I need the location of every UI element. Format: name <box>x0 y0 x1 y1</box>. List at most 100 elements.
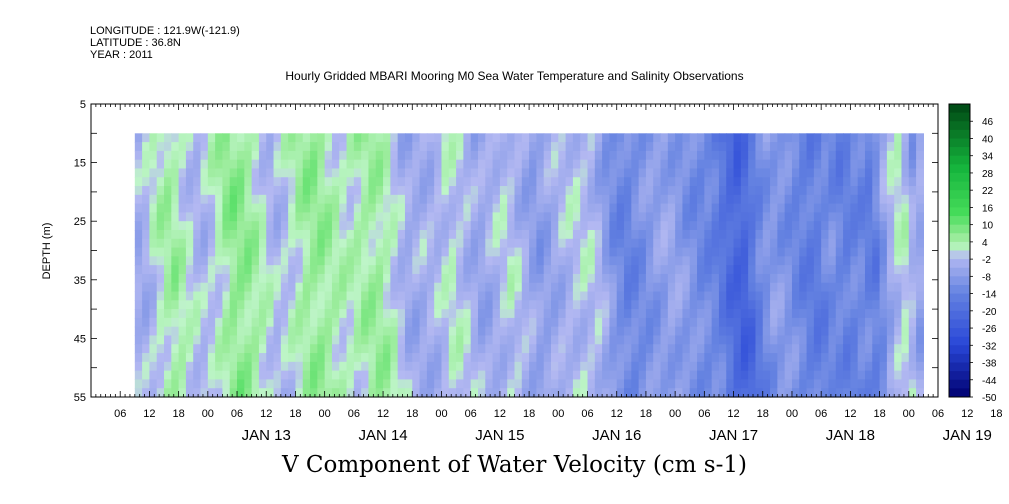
heatmap-cell <box>492 238 501 249</box>
heatmap-cell <box>353 326 362 337</box>
heatmap-cell <box>514 326 523 337</box>
heatmap-cell <box>624 203 632 214</box>
heatmap-cell <box>602 265 611 275</box>
heatmap-cell <box>697 265 705 275</box>
heatmap-cell <box>594 221 603 231</box>
heatmap-cell <box>638 300 647 310</box>
heatmap-cell <box>521 388 530 398</box>
heatmap-cell <box>565 265 574 275</box>
heatmap-cell <box>302 273 311 284</box>
heatmap-cell <box>434 317 443 328</box>
heatmap-cell <box>310 353 318 363</box>
heatmap-cell <box>580 353 589 363</box>
heatmap-cell <box>251 203 260 214</box>
heatmap-cell <box>901 168 910 178</box>
heatmap-cell <box>791 291 800 301</box>
heatmap-cell <box>288 326 297 337</box>
heatmap-cell <box>492 229 501 240</box>
heatmap-cell <box>543 168 552 178</box>
heatmap-cell <box>215 238 224 249</box>
heatmap-cell <box>748 256 757 266</box>
heatmap-cell <box>463 282 472 293</box>
heatmap-cell <box>229 221 238 231</box>
heatmap-cell <box>748 186 757 196</box>
heatmap-cell <box>353 177 362 187</box>
heatmap-cell <box>441 150 450 161</box>
heatmap-cell <box>821 335 830 345</box>
heatmap-cell <box>514 361 523 372</box>
heatmap-cell <box>456 238 464 249</box>
heatmap-cell <box>886 317 895 328</box>
heatmap-cell <box>572 273 581 284</box>
heatmap-cell <box>879 194 888 205</box>
heatmap-cell <box>602 150 611 161</box>
heatmap-cell <box>280 238 289 249</box>
heatmap-cell <box>470 221 479 231</box>
heatmap-cell <box>572 221 581 231</box>
heatmap-cell <box>288 370 297 381</box>
heatmap-cell <box>740 133 749 143</box>
heatmap-cell <box>200 142 209 152</box>
heatmap-cell <box>879 291 888 301</box>
heatmap-cell <box>806 186 815 196</box>
heatmap-cell <box>740 317 749 328</box>
heatmap-cell <box>594 133 603 143</box>
heatmap-cell <box>667 353 676 363</box>
heatmap-cell <box>324 370 333 381</box>
heatmap-cell <box>375 291 384 301</box>
heatmap-cell <box>631 326 640 337</box>
heatmap-cell <box>404 317 413 328</box>
heatmap-cell <box>894 282 903 293</box>
heatmap-cell <box>726 344 735 354</box>
heatmap-cell <box>229 388 238 398</box>
heatmap-cell <box>485 229 494 240</box>
heatmap-cell <box>521 150 530 161</box>
heatmap-cell <box>434 370 443 381</box>
heatmap-cell <box>426 168 435 178</box>
heatmap-cell <box>704 150 713 161</box>
heatmap-cell <box>485 370 494 381</box>
heatmap-cell <box>215 344 224 354</box>
heatmap-cell <box>726 361 735 372</box>
heatmap-cell <box>587 142 596 152</box>
heatmap-cell <box>215 291 224 301</box>
heatmap-cell <box>499 361 508 372</box>
heatmap-cell <box>587 353 596 363</box>
heatmap-cell <box>908 326 917 337</box>
heatmap-cell <box>171 159 180 170</box>
heatmap-cell <box>390 379 399 389</box>
x-hour-tick-label: 12 <box>611 408 623 420</box>
heatmap-cell <box>171 203 180 214</box>
heatmap-cell <box>660 273 669 284</box>
heatmap-cell <box>835 353 844 363</box>
heatmap-cell <box>726 142 735 152</box>
heatmap-cell <box>164 150 172 161</box>
heatmap-cell <box>711 370 720 381</box>
heatmap-cell <box>821 353 830 363</box>
heatmap-cell <box>675 168 684 178</box>
heatmap-cell <box>631 370 640 381</box>
heatmap-cell <box>200 212 209 222</box>
heatmap-cell <box>762 379 771 389</box>
heatmap-cell <box>346 221 355 231</box>
heatmap-cell <box>375 186 384 196</box>
heatmap-cell <box>770 265 778 275</box>
heatmap-cell <box>215 203 224 214</box>
heatmap-cell <box>624 291 632 301</box>
heatmap-cell <box>529 212 537 222</box>
heatmap-cell <box>200 186 209 196</box>
heatmap-cell <box>193 344 202 354</box>
heatmap-cell <box>667 379 676 389</box>
heatmap-cell <box>901 177 910 187</box>
heatmap-cell <box>514 291 523 301</box>
heatmap-cell <box>412 133 421 143</box>
heatmap-cell <box>718 159 727 170</box>
heatmap-cell <box>353 256 362 266</box>
heatmap-cell <box>237 344 245 354</box>
heatmap-cell <box>536 353 545 363</box>
heatmap-cell <box>558 300 567 310</box>
heatmap-cell <box>375 212 384 222</box>
heatmap-cell <box>426 317 435 328</box>
heatmap-cell <box>894 168 903 178</box>
heatmap-cell <box>551 370 559 381</box>
